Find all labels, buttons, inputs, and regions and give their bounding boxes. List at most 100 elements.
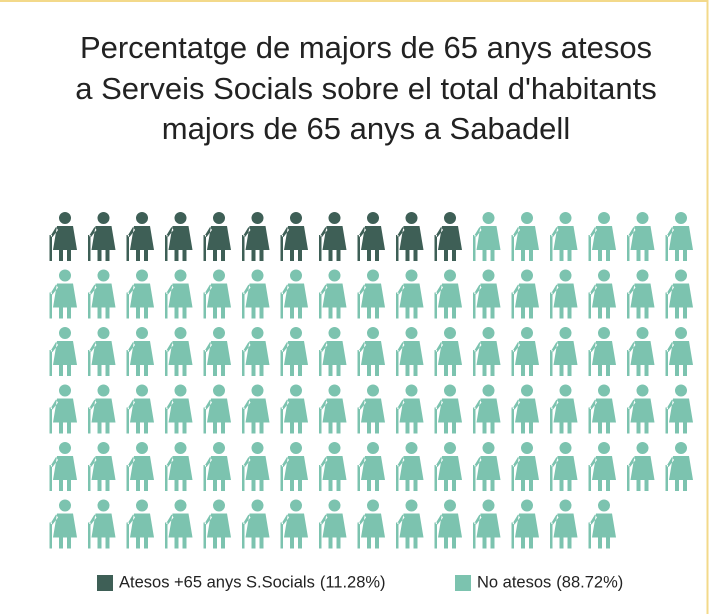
person-icon — [88, 442, 116, 491]
person-icon — [203, 442, 231, 491]
person-icon — [165, 442, 193, 491]
legend-label: No atesos — [477, 573, 551, 591]
person-icon — [280, 212, 308, 261]
person-icon — [550, 212, 578, 261]
person-icon — [126, 442, 154, 491]
person-icon — [550, 442, 578, 491]
person-icon — [165, 327, 193, 376]
person-icon — [357, 442, 385, 491]
person-icon — [396, 384, 424, 434]
person-icon — [242, 269, 270, 319]
chart-title: a Serveis Socials sobre el total d'habit… — [75, 71, 656, 106]
person-icon — [165, 384, 193, 434]
person-icon — [280, 442, 308, 491]
person-icon — [280, 499, 308, 549]
person-icon — [627, 384, 655, 434]
person-icon — [434, 499, 462, 549]
person-icon — [588, 327, 616, 376]
person-icon — [473, 384, 501, 434]
person-icon — [88, 499, 116, 549]
person-icon — [49, 499, 77, 549]
person-icon — [473, 499, 501, 549]
person-icon — [511, 327, 539, 376]
person-icon — [126, 212, 154, 261]
person-icon — [280, 327, 308, 376]
person-icon — [319, 499, 347, 549]
person-icon — [396, 499, 424, 549]
person-icon — [357, 384, 385, 434]
person-icon — [88, 269, 116, 319]
person-icon — [242, 499, 270, 549]
legend-value: (88.72%) — [556, 573, 623, 591]
person-icon — [319, 384, 347, 434]
person-icon — [588, 442, 616, 491]
person-icon — [126, 499, 154, 549]
person-icon — [203, 384, 231, 434]
person-icon — [511, 499, 539, 549]
person-icon — [588, 212, 616, 261]
person-icon — [473, 212, 501, 261]
person-icon — [242, 212, 270, 261]
person-icon — [473, 269, 501, 319]
person-icon — [550, 499, 578, 549]
person-icon — [242, 384, 270, 434]
person-icon — [665, 212, 693, 261]
person-icon — [49, 327, 77, 376]
person-icon — [473, 442, 501, 491]
person-icon — [165, 499, 193, 549]
person-icon — [280, 384, 308, 434]
person-icon — [396, 442, 424, 491]
person-icon — [588, 269, 616, 319]
person-icon — [203, 269, 231, 319]
person-icon — [665, 327, 693, 376]
person-icon — [550, 384, 578, 434]
person-icon — [473, 327, 501, 376]
legend-label: Atesos +65 anys S.Socials — [119, 573, 315, 591]
legend-swatch — [97, 575, 113, 591]
person-icon — [203, 499, 231, 549]
person-icon — [511, 269, 539, 319]
person-icon — [126, 327, 154, 376]
person-icon — [165, 269, 193, 319]
person-icon — [588, 499, 616, 549]
person-icon — [396, 269, 424, 319]
legend-value: (11.28%) — [320, 573, 386, 591]
person-icon — [88, 327, 116, 376]
person-icon — [511, 442, 539, 491]
person-icon — [665, 384, 693, 434]
person-icon — [665, 442, 693, 491]
person-icon — [126, 384, 154, 434]
person-icon — [49, 442, 77, 491]
person-icon — [550, 269, 578, 319]
person-icon — [434, 269, 462, 319]
person-icon — [434, 442, 462, 491]
legend-swatch — [455, 575, 471, 591]
person-icon — [550, 327, 578, 376]
person-icon — [126, 269, 154, 319]
person-icon — [396, 212, 424, 261]
person-icon — [49, 269, 77, 319]
person-icon — [627, 269, 655, 319]
person-icon — [203, 212, 231, 261]
person-icon — [165, 212, 193, 261]
person-icon — [357, 269, 385, 319]
person-icon — [242, 442, 270, 491]
person-icon — [49, 212, 77, 261]
person-icon — [319, 442, 347, 491]
person-icon — [434, 327, 462, 376]
person-icon — [588, 384, 616, 434]
person-icon — [627, 442, 655, 491]
person-icon — [511, 384, 539, 434]
person-icon — [665, 269, 693, 319]
person-icon — [203, 327, 231, 376]
person-icon — [434, 212, 462, 261]
person-icon — [434, 384, 462, 434]
person-icon — [357, 499, 385, 549]
person-icon — [319, 269, 347, 319]
person-icon — [49, 384, 77, 434]
person-icon — [357, 327, 385, 376]
person-icon — [88, 212, 116, 261]
chart-title: Percentatge de majors de 65 anys atesos — [80, 30, 652, 65]
person-icon — [357, 212, 385, 261]
